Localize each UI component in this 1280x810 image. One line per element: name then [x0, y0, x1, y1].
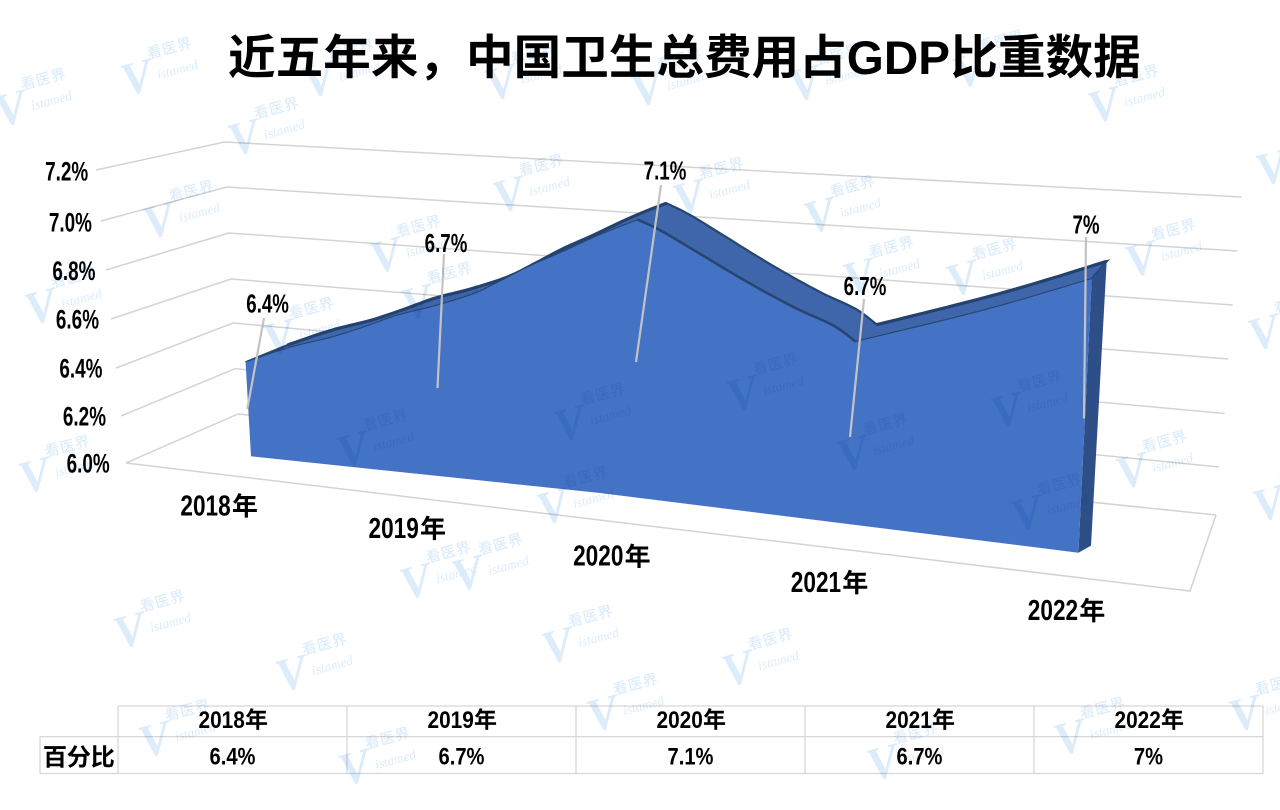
svg-text:2021: 2021 — [791, 565, 841, 598]
svg-text:6.7%: 6.7% — [439, 743, 485, 770]
svg-text:6.4%: 6.4% — [59, 353, 102, 383]
svg-text:2020: 2020 — [657, 705, 703, 733]
svg-text:2019: 2019 — [369, 511, 419, 544]
svg-text:7%: 7% — [1072, 209, 1099, 239]
svg-text:7.0%: 7.0% — [49, 207, 92, 237]
svg-text:2022: 2022 — [1028, 593, 1078, 626]
svg-text:6.4%: 6.4% — [210, 743, 256, 770]
svg-text:2018: 2018 — [180, 489, 230, 522]
svg-text:6.2%: 6.2% — [63, 401, 106, 431]
svg-text:7%: 7% — [1134, 743, 1163, 770]
svg-text:2020: 2020 — [573, 539, 623, 572]
svg-text:7.2%: 7.2% — [45, 156, 88, 186]
svg-text:2019: 2019 — [428, 705, 474, 733]
svg-text:7.1%: 7.1% — [668, 743, 714, 770]
